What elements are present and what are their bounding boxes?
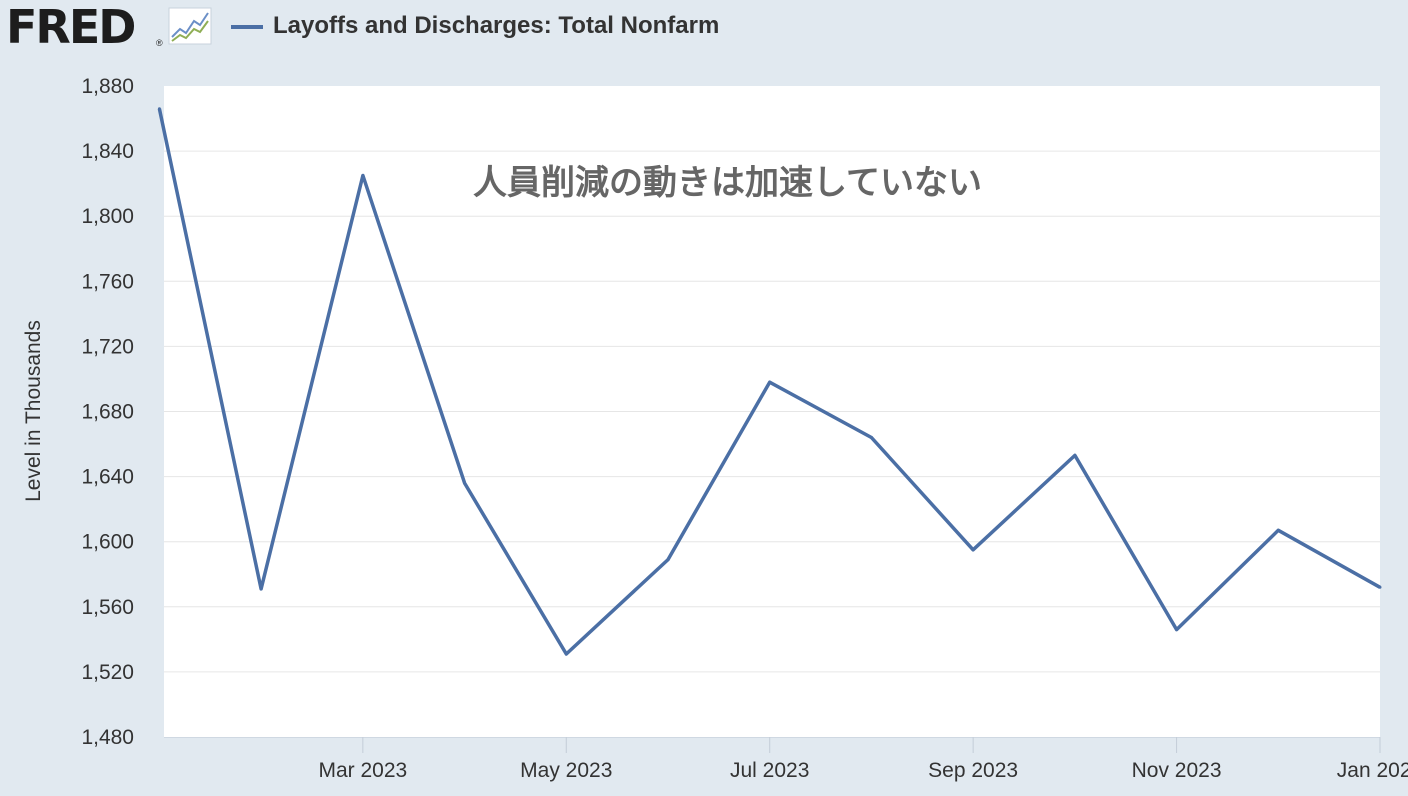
y-axis-label: Level in Thousands: [22, 320, 45, 502]
x-tick-label: May 2023: [520, 759, 612, 782]
data-point: [157, 107, 161, 111]
chart-header: FRED ® Layoffs and Discharges: Total Non…: [0, 0, 1408, 52]
y-axis-ticks: 1,480 1,520 1,560 1,600 1,640 1,680 1,720 1,760…: [81, 75, 134, 749]
data-point: [869, 436, 873, 440]
y-tick-label: 1,600: [81, 531, 134, 554]
y-tick-label: 1,720: [81, 335, 134, 358]
y-tick-label: 1,680: [81, 401, 134, 424]
x-tick-label: Jan 2024: [1337, 759, 1408, 782]
data-point: [1378, 585, 1382, 589]
fred-logo[interactable]: FRED: [6, 0, 136, 54]
data-point: [463, 481, 467, 485]
chart-line-icon: [168, 7, 212, 45]
y-tick-label: 1,840: [81, 140, 134, 163]
series-group: [157, 107, 1382, 656]
x-tick-label: Jul 2023: [730, 759, 809, 782]
x-tick-label: Nov 2023: [1132, 759, 1222, 782]
data-point: [361, 174, 365, 178]
y-tick-label: 1,520: [81, 661, 134, 684]
y-tick-label: 1,800: [81, 205, 134, 228]
series-title[interactable]: Layoffs and Discharges: Total Nonfarm: [273, 12, 720, 39]
x-tick-label: Sep 2023: [928, 759, 1018, 782]
y-tick-label: 1,880: [81, 75, 134, 98]
y-tick-label: 1,480: [81, 726, 134, 749]
data-point: [666, 558, 670, 562]
y-tick-label: 1,640: [81, 466, 134, 489]
x-axis-ticks: Mar 2023 May 2023 Jul 2023 Sep 2023 Nov 2023…: [164, 737, 1408, 782]
data-point: [1276, 528, 1280, 532]
chart-annotation: 人員削減の動きは加速していない: [473, 163, 982, 203]
x-tick-label: Mar 2023: [318, 759, 407, 782]
data-point: [1175, 628, 1179, 632]
data-point: [564, 652, 568, 656]
gridlines: [164, 150, 1380, 673]
legend-swatch: [231, 25, 263, 29]
y-tick-label: 1,760: [81, 270, 134, 293]
data-point: [259, 587, 263, 591]
data-point: [768, 380, 772, 384]
data-point: [1073, 453, 1077, 457]
registered-mark: ®: [156, 38, 163, 48]
data-point: [971, 548, 975, 552]
y-tick-label: 1,560: [81, 596, 134, 619]
